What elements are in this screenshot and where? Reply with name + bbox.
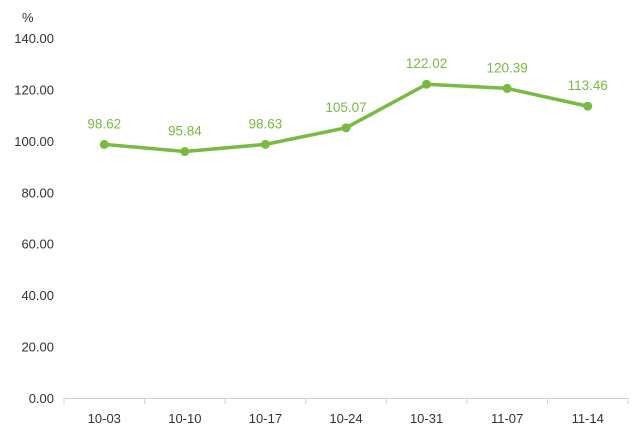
y-tick-label: 40.00 <box>21 288 54 303</box>
data-label: 105.07 <box>325 100 366 115</box>
data-point <box>502 83 512 93</box>
data-point <box>260 139 270 149</box>
data-labels: 98.62 95.84 98.63 105.07 122.02 120.39 113.46 <box>87 56 607 138</box>
x-tick-label: 11-07 <box>491 411 523 426</box>
y-tick-label: 60.00 <box>21 237 54 252</box>
data-point <box>583 101 593 111</box>
series-line <box>102 82 590 154</box>
x-tick-label: 10-17 <box>249 411 282 426</box>
data-point <box>341 123 351 133</box>
x-tick-label: 11-14 <box>572 411 604 426</box>
data-label: 122.02 <box>406 56 447 71</box>
data-points <box>99 79 593 157</box>
data-label: 98.63 <box>249 116 283 131</box>
x-tick-label: 10-24 <box>329 411 362 426</box>
y-tick-label: 80.00 <box>21 185 54 200</box>
y-tick-label: 100.00 <box>14 134 54 149</box>
x-tick-label: 10-10 <box>168 411 201 426</box>
y-tick-label: 140.00 <box>14 31 54 46</box>
x-axis: 10-03 10-10 10-17 10-24 10-31 11-07 11-14 <box>63 398 629 426</box>
data-label: 120.39 <box>486 60 527 75</box>
y-tick-label: 120.00 <box>14 82 54 97</box>
y-axis-unit: % <box>22 10 34 25</box>
y-tick-label: 20.00 <box>21 340 54 355</box>
data-label: 113.46 <box>568 78 608 93</box>
y-axis: 0.00 20.00 40.00 60.00 80.00 100.00 120.00 140.… <box>14 31 54 406</box>
y-tick-label: 0.00 <box>29 391 54 406</box>
data-point <box>180 147 190 157</box>
data-label: 98.62 <box>87 116 121 131</box>
x-tick-label: 10-03 <box>88 411 121 426</box>
data-point <box>99 139 109 149</box>
data-label: 95.84 <box>168 124 202 139</box>
x-tick-label: 10-31 <box>410 411 443 426</box>
data-point <box>422 79 432 89</box>
